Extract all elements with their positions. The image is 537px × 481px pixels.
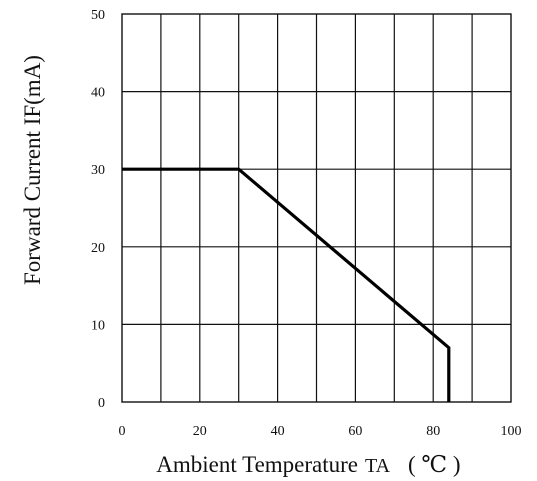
x-axis-label: Ambient Temperature xyxy=(156,452,358,477)
y-tick-label: 10 xyxy=(91,318,105,333)
y-tick-label: 20 xyxy=(91,241,105,256)
x-axis-unit: ( ℃ ) xyxy=(408,452,461,477)
x-tick-label: 80 xyxy=(426,424,440,439)
x-tick-label: 100 xyxy=(501,424,522,439)
x-tick-label: 20 xyxy=(193,424,207,439)
x-tick-label: 0 xyxy=(119,424,126,439)
y-tick-label: 40 xyxy=(91,86,105,101)
x-tick-labels: 0 20 40 60 80 100 xyxy=(119,424,522,439)
plot-frame xyxy=(121,13,512,403)
series-line xyxy=(122,167,451,402)
y-axis-label: Forward Current IF(mA) xyxy=(20,55,45,285)
y-tick-label: 0 xyxy=(98,396,105,411)
y-tick-labels: 0 10 20 30 40 50 xyxy=(91,8,105,411)
x-tick-label: 60 xyxy=(348,424,362,439)
grid xyxy=(122,14,511,402)
x-axis-symbol: TA xyxy=(365,455,391,477)
x-tick-label: 40 xyxy=(271,424,285,439)
y-tick-label: 50 xyxy=(91,8,105,23)
y-tick-label: 30 xyxy=(91,163,105,178)
